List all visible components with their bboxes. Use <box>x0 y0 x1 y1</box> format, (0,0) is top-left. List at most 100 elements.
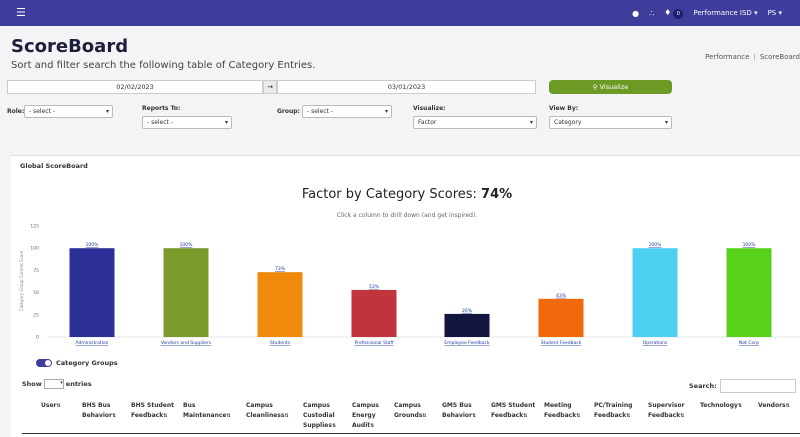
view-by-label: View By: <box>549 105 579 112</box>
entries-select[interactable]: ▾ <box>43 379 64 389</box>
x-category-label[interactable]: Student Feedback <box>541 340 582 346</box>
role-label: Role: <box>7 108 25 115</box>
category-groups-label: Category Groups <box>56 359 118 367</box>
category-groups-toggle[interactable] <box>36 359 52 367</box>
chevron-down-icon: ▾ <box>105 108 109 115</box>
x-category-label[interactable]: Employee Feedback <box>444 340 490 346</box>
hamburger-icon[interactable]: ☰ <box>16 6 26 19</box>
sort-icon: ⇅ <box>422 413 427 419</box>
bar-data-label[interactable]: 100% <box>86 242 100 248</box>
page-title: ScoreBoard <box>11 36 129 57</box>
y-tick-label: 125 <box>30 224 39 230</box>
notification-count-badge: 0 <box>673 8 684 19</box>
bar-student-feedback[interactable] <box>538 298 584 337</box>
x-category-label[interactable]: Operations <box>643 340 668 346</box>
start-date-input[interactable]: 02/02/2023 <box>7 80 263 94</box>
bar-data-label[interactable]: 100% <box>649 242 663 248</box>
breadcrumb: Performance | ScoreBoard <box>705 53 800 61</box>
card-title: Global ScoreBoard <box>20 162 88 170</box>
table-search: Search: <box>689 379 796 393</box>
sort-icon: ⇅ <box>284 413 289 419</box>
bar-data-label[interactable]: 73% <box>275 266 286 272</box>
chart-title: Factor by Category Scores: 74% <box>302 187 512 202</box>
end-date-input[interactable]: 03/01/2023 <box>277 80 536 94</box>
navbar-right: ● ∴ ♦ 0 Performance ISD ▾ PS ▾ <box>632 0 782 26</box>
column-header[interactable]: User⇅ <box>41 402 61 409</box>
group-label: Group: <box>277 108 300 115</box>
bulb-icon[interactable]: ● <box>632 8 640 18</box>
x-category-label[interactable]: Vendors and Suppliers <box>161 340 212 346</box>
bar-students[interactable] <box>257 272 303 337</box>
bar-administration[interactable] <box>69 248 115 337</box>
date-range-arrow: → <box>263 80 277 94</box>
search-input[interactable] <box>719 379 796 393</box>
y-tick-label: 0 <box>36 335 39 341</box>
column-header[interactable]: Campus Cleanliness⇅ <box>246 402 289 419</box>
chevron-down-icon: ▾ <box>384 108 388 115</box>
column-header[interactable]: Campus Energy Audit⇅ <box>352 402 379 429</box>
page-subtitle: Sort and filter search the following tab… <box>11 60 316 71</box>
search-icon: ⚲ <box>592 83 598 91</box>
sort-icon: ⇅ <box>56 403 61 409</box>
sort-icon: ⇅ <box>785 403 790 409</box>
reports-to-label: Reports To: <box>142 105 181 112</box>
column-header[interactable]: Campus Custodial Supplies⇅ <box>303 402 337 429</box>
y-tick-label: 100 <box>30 246 39 252</box>
x-category-label[interactable]: Administration <box>76 340 109 346</box>
bar-operations[interactable] <box>632 248 678 337</box>
x-category-label[interactable]: Students <box>270 340 291 346</box>
sort-icon: ⇅ <box>112 413 117 419</box>
sort-icon: ⇅ <box>331 423 337 429</box>
bar-data-label[interactable]: 43% <box>556 293 567 299</box>
bar-data-label[interactable]: 53% <box>369 284 380 290</box>
column-header[interactable]: Campus Grounds⇅ <box>394 402 427 419</box>
show-entries: Show ▾ entries <box>22 379 92 389</box>
column-header[interactable]: Meeting Feedback⇅ <box>544 402 581 419</box>
bell-icon[interactable]: ♦ 0 <box>664 8 684 19</box>
global-scoreboard-card: Global ScoreBoard Factor by Category Sco… <box>11 155 800 437</box>
chevron-down-icon: ▾ <box>664 119 668 126</box>
visualize-button[interactable]: ⚲ Visualize <box>549 80 672 94</box>
chevron-down-icon: ▾ <box>224 119 228 126</box>
column-header[interactable]: GMS Bus Behavior⇅ <box>442 402 477 419</box>
x-category-label[interactable]: Professional Staff <box>355 340 395 346</box>
sort-icon: ⇅ <box>680 413 685 419</box>
reports-to-select[interactable]: - select - ▾ <box>142 116 232 129</box>
column-header[interactable]: GMS Student Feedback⇅ <box>491 402 536 419</box>
role-select[interactable]: - select - ▾ <box>24 105 113 118</box>
column-header[interactable]: PC/Training Feedback⇅ <box>594 402 633 419</box>
column-header[interactable]: BHS Student Feedback⇅ <box>131 402 174 419</box>
bar-data-label[interactable]: 26% <box>462 308 473 314</box>
bar-not-corp[interactable] <box>726 248 772 337</box>
sort-icon: ⇅ <box>370 423 375 429</box>
breadcrumb-scoreboard: ScoreBoard <box>759 53 800 61</box>
column-header[interactable]: BHS Bus Behavior⇅ <box>82 402 117 419</box>
x-category-label[interactable]: Not Corp <box>739 340 759 346</box>
sort-icon: ⇅ <box>626 413 631 419</box>
bar-vendors-and-suppliers[interactable] <box>163 248 209 337</box>
y-tick-label: 25 <box>33 312 39 318</box>
bar-professional-staff[interactable] <box>351 289 397 337</box>
column-header[interactable]: Technology⇅ <box>700 402 743 409</box>
sort-icon: ⇅ <box>163 413 168 419</box>
y-axis-label: Category Group Current Score <box>19 250 24 311</box>
bar-data-label[interactable]: 100% <box>180 242 194 248</box>
column-header[interactable]: Bus Maintenance⇅ <box>183 402 231 419</box>
breadcrumb-performance[interactable]: Performance <box>705 53 750 61</box>
column-header[interactable]: Supervisor Feedback⇅ <box>648 402 685 419</box>
chevron-down-icon: ▾ <box>778 9 782 17</box>
group-select[interactable]: - select - ▾ <box>302 105 392 118</box>
visualize-select[interactable]: Factor ▾ <box>413 116 537 129</box>
sort-icon: ⇅ <box>472 413 477 419</box>
sitemap-icon[interactable]: ∴ <box>649 8 655 18</box>
user-menu[interactable]: PS ▾ <box>767 9 782 17</box>
bar-data-label[interactable]: 100% <box>743 242 757 248</box>
view-by-select[interactable]: Category ▾ <box>549 116 672 129</box>
app-switcher[interactable]: Performance ISD ▾ <box>693 9 758 17</box>
column-header[interactable]: Vendors⇅ <box>758 402 790 409</box>
top-navbar: ☰ ● ∴ ♦ 0 Performance ISD ▾ PS ▾ <box>0 0 800 26</box>
bar-employee-feedback[interactable] <box>444 313 490 337</box>
table-header: User⇅ BHS Bus Behavior⇅ BHS Student Feedba… <box>22 401 800 434</box>
chart-subtitle: Click a column to drill down (and get in… <box>337 212 478 219</box>
sort-icon: ⇅ <box>226 413 231 419</box>
